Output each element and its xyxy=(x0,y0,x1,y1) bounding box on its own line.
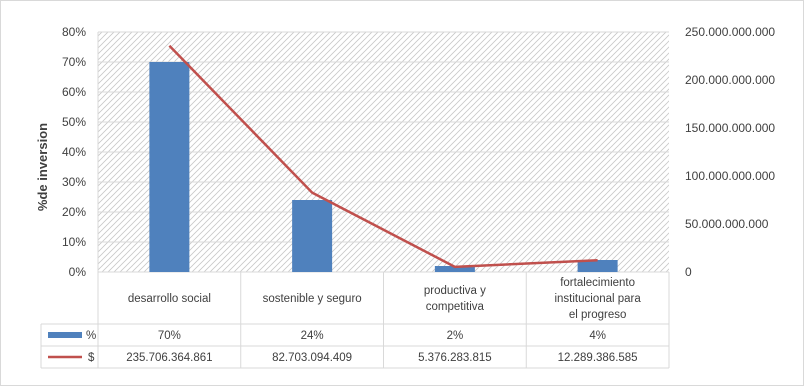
y-tick-label: 80% xyxy=(62,25,86,39)
category-label: productiva y xyxy=(424,285,486,297)
category-label: sostenible y seguro xyxy=(263,293,362,305)
category-label: institucional para xyxy=(554,293,641,305)
y-tick-label: 10% xyxy=(62,235,86,249)
y2-tick-label: 250.000.000.000 xyxy=(685,25,775,39)
series-line xyxy=(168,44,598,269)
y-tick-label: 50% xyxy=(62,115,86,129)
category-label: competitiva xyxy=(426,301,485,313)
table-cell: 12.289.386.585 xyxy=(558,352,638,364)
table-cell: 24% xyxy=(301,330,324,342)
table-cell: 2% xyxy=(447,330,464,342)
y-tick-label: 30% xyxy=(62,175,86,189)
table-cell: 82.703.094.409 xyxy=(272,352,352,364)
table-cell: 235.706.364.861 xyxy=(126,352,212,364)
y-tick-label: 0% xyxy=(69,265,87,279)
table-cell: 5.376.283.815 xyxy=(418,352,492,364)
legend-label: % xyxy=(86,330,96,342)
bar xyxy=(149,62,190,272)
y-tick-label: 70% xyxy=(62,55,86,69)
y2-tick-label: 100.000.000.000 xyxy=(685,169,775,183)
y-tick-label: 40% xyxy=(62,145,86,159)
y-tick-label: 20% xyxy=(62,205,86,219)
category-label: el progreso xyxy=(569,309,627,321)
legend-label: $ xyxy=(88,352,95,364)
bar xyxy=(292,200,333,272)
y2-tick-label: 0 xyxy=(685,265,692,279)
bar xyxy=(434,266,475,272)
table-cell: 70% xyxy=(158,330,181,342)
category-label: fortalecimiento xyxy=(560,277,635,289)
category-label: desarrollo social xyxy=(128,293,211,305)
y2-tick-label: 50.000.000.000 xyxy=(685,217,769,231)
legend-key-bar xyxy=(48,332,82,338)
bar xyxy=(577,260,618,272)
y2-tick-label: 150.000.000.000 xyxy=(685,121,775,135)
y-tick-label: 60% xyxy=(62,85,86,99)
y2-tick-label: 200.000.000.000 xyxy=(685,73,775,87)
y-axis-title: %de inversion xyxy=(35,123,50,211)
table-cell: 4% xyxy=(589,330,606,342)
